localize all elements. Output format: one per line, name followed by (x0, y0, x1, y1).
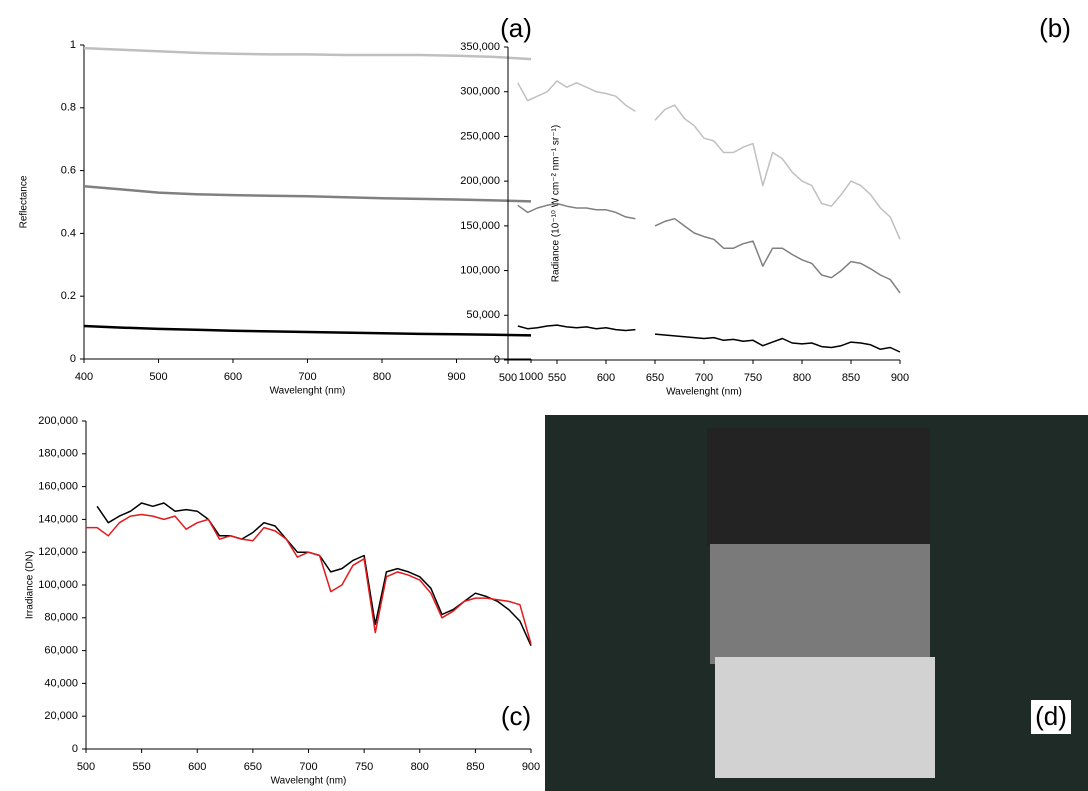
y-tick-label: 150,000 (460, 220, 500, 232)
y-tick-label: 0 (72, 743, 78, 755)
x-tick-label: 400 (75, 371, 93, 383)
x-tick-label: 1000 (519, 371, 543, 383)
x-axis-label: Wavelenght (nm) (270, 386, 346, 397)
x-tick-label: 750 (744, 372, 762, 384)
label-box (1031, 700, 1071, 734)
x-tick-label: 650 (646, 372, 664, 384)
panel-label: (a) (500, 13, 532, 43)
y-tick-label: 160,000 (38, 481, 78, 493)
y-tick-label: 100,000 (38, 579, 78, 591)
x-tick-label: 600 (224, 371, 242, 383)
y-tick-label: 0.2 (61, 290, 76, 302)
x-tick-label: 700 (298, 371, 316, 383)
x-tick-label: 550 (132, 761, 150, 773)
panel-label: (d) (1035, 701, 1067, 731)
y-axis-label: Irradiance (DN) (25, 551, 36, 619)
white-panel (715, 657, 935, 778)
x-tick-label: 600 (188, 761, 206, 773)
series-line (83, 324, 532, 337)
series-line (83, 46, 532, 61)
gray-panel (710, 544, 930, 664)
x-tick-label: 500 (499, 372, 517, 384)
x-tick-label: 500 (77, 761, 95, 773)
y-tick-label: 200,000 (38, 415, 78, 427)
y-tick-label: 40,000 (44, 677, 78, 689)
y-tick-label: 1 (70, 39, 76, 51)
black-panel (707, 428, 930, 546)
x-tick-label: 800 (373, 371, 391, 383)
y-tick-label: 0.8 (61, 102, 76, 114)
y-tick-label: 100,000 (460, 264, 500, 276)
y-axis-label: Reflectance (19, 175, 30, 228)
y-tick-label: 180,000 (38, 448, 78, 460)
y-tick-label: 300,000 (460, 86, 500, 98)
series-line (517, 324, 901, 353)
x-tick-label: 850 (842, 372, 860, 384)
x-tick-label: 750 (355, 761, 373, 773)
y-tick-label: 0 (70, 353, 76, 365)
y-tick-label: 140,000 (38, 513, 78, 525)
series-line (86, 513, 532, 645)
y-tick-label: 20,000 (44, 710, 78, 722)
x-tick-label: 550 (548, 372, 566, 384)
y-tick-label: 250,000 (460, 130, 500, 142)
y-tick-label: 60,000 (44, 645, 78, 657)
series-line (83, 185, 532, 203)
x-tick-label: 800 (411, 761, 429, 773)
x-tick-label: 800 (793, 372, 811, 384)
x-tick-label: 900 (891, 372, 909, 384)
x-tick-label: 900 (522, 761, 540, 773)
panel-label: (c) (501, 701, 531, 731)
y-tick-label: 200,000 (460, 175, 500, 187)
x-axis-label: Wavelenght (nm) (271, 776, 347, 787)
series-line (96, 502, 532, 647)
x-tick-label: 850 (466, 761, 484, 773)
x-tick-label: 700 (695, 372, 713, 384)
y-tick-label: 350,000 (460, 41, 500, 53)
photo: (d) (545, 415, 1088, 791)
y-tick-label: 0.4 (61, 227, 76, 239)
y-tick-label: 120,000 (38, 546, 78, 558)
x-tick-label: 650 (244, 761, 262, 773)
panel-label: (b) (1039, 13, 1071, 43)
y-tick-label: 80,000 (44, 612, 78, 624)
x-tick-label: 500 (149, 371, 167, 383)
x-tick-label: 900 (447, 371, 465, 383)
series-line (517, 202, 901, 294)
y-tick-label: 0.6 (61, 165, 76, 177)
y-tick-label: 50,000 (466, 309, 500, 321)
x-axis-label: Wavelenght (nm) (666, 387, 742, 398)
x-tick-label: 700 (299, 761, 317, 773)
x-tick-label: 600 (597, 372, 615, 384)
series-line (517, 80, 901, 240)
y-tick-label: 0 (494, 354, 500, 366)
